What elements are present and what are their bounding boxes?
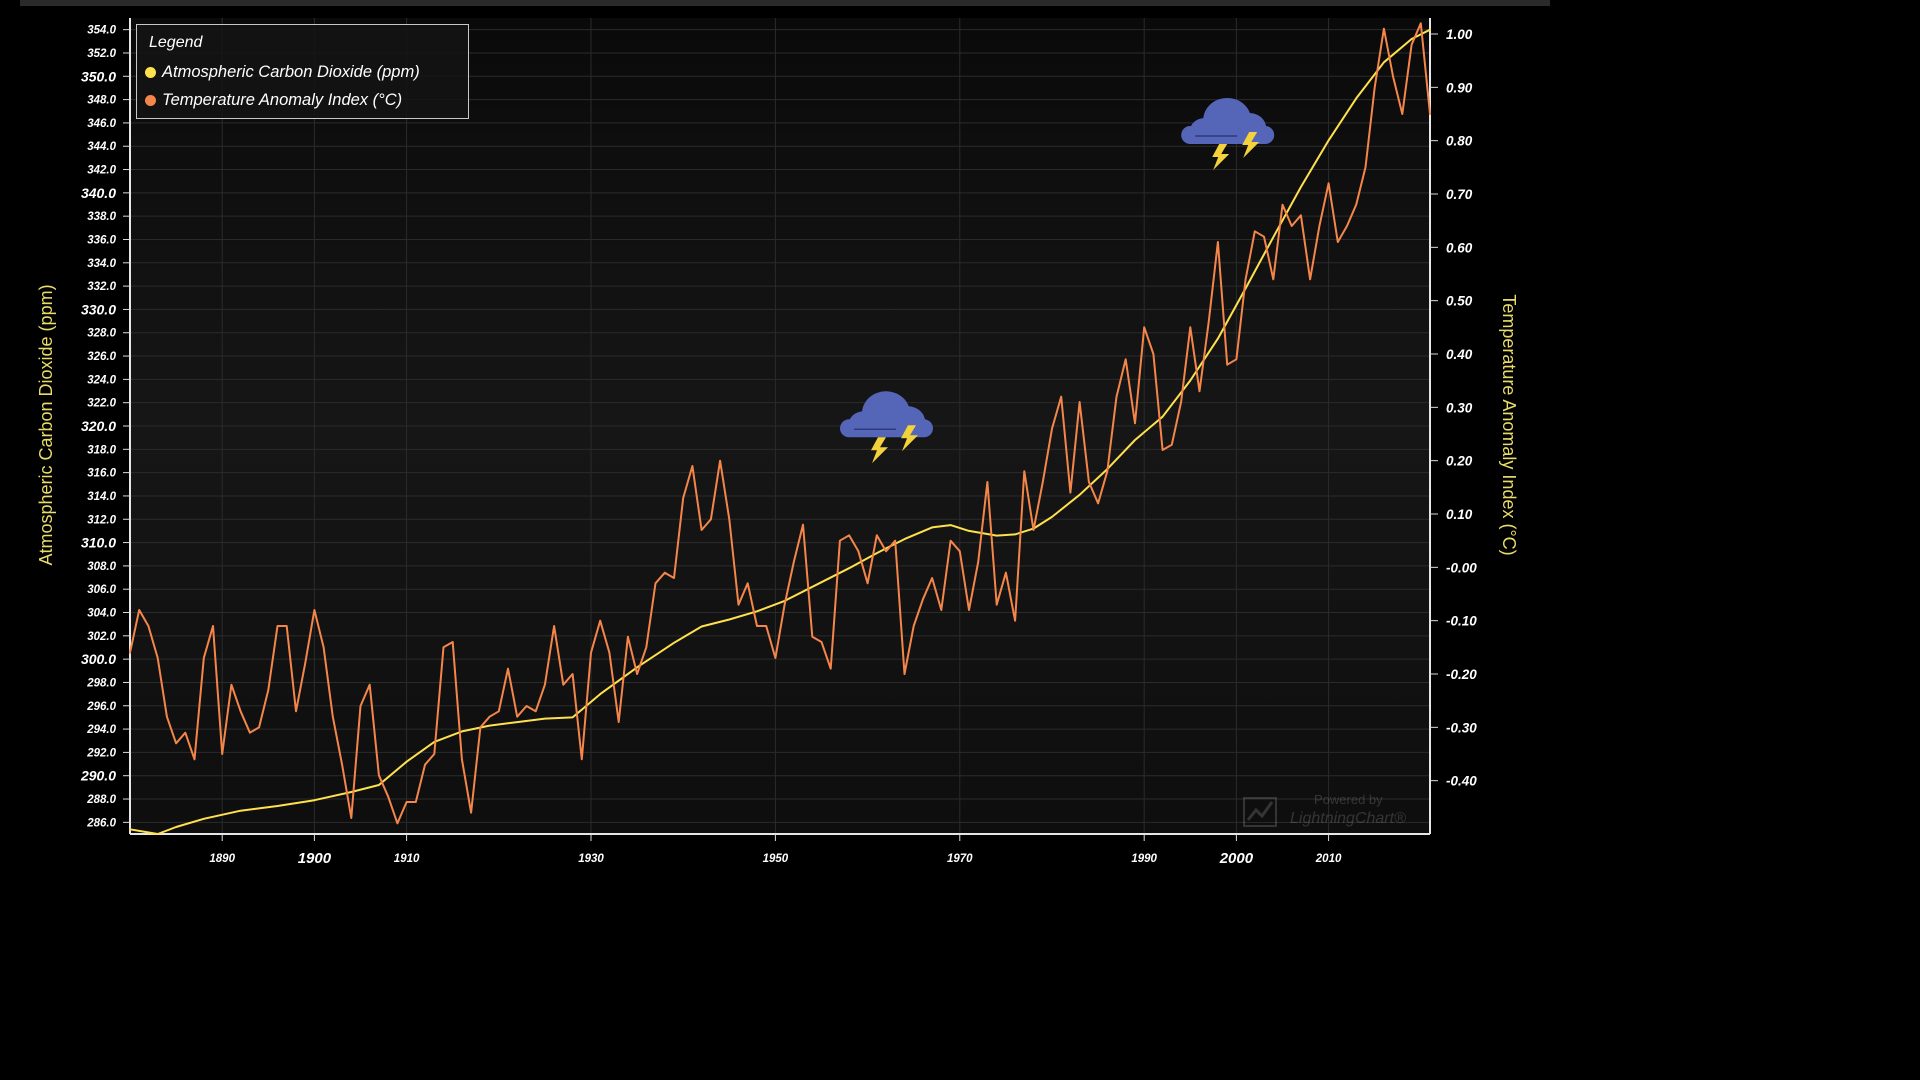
annotations [840, 98, 1275, 464]
left-tick-label: 300.0 [81, 651, 116, 667]
legend-label-co2: Atmospheric Carbon Dioxide (ppm) [162, 62, 420, 81]
x-tick-label: 1950 [763, 853, 789, 865]
left-tick-label: 310.0 [81, 535, 116, 551]
lightning-bolt-icon [901, 425, 918, 452]
left-tick-label: 332.0 [87, 281, 116, 293]
cloud-base [1181, 126, 1275, 144]
lightningchart-logo-icon [1243, 797, 1277, 827]
x-tick-label: 1990 [1131, 853, 1157, 865]
legend[interactable]: Legend Atmospheric Carbon Dioxide (ppm) … [136, 24, 469, 119]
storm-cloud-icon [840, 391, 933, 464]
left-tick-label: 292.0 [86, 747, 116, 759]
right-tick-label: 1.00 [1446, 27, 1473, 42]
left-tick-label: 286.0 [86, 817, 116, 829]
right-tick-label: 0.50 [1446, 294, 1473, 309]
right-tick-label: 0.90 [1446, 80, 1473, 95]
right-tick-label: -0.40 [1446, 774, 1477, 789]
right-axis-ticks: 1.00 0.90 0.80 0.70 0.60 0.50 0.40 0.30 0.20 0.10… [1430, 27, 1477, 789]
right-tick-label: -0.20 [1446, 667, 1477, 682]
x-tick-label: 1900 [298, 850, 332, 867]
left-tick-label: 330.0 [81, 301, 116, 317]
x-axis-ticks: 1890 1900 1910 1930 1950 1970 1990 2000 2010 [209, 834, 1342, 867]
left-tick-label: 308.0 [87, 561, 116, 573]
y-axis-left-title: Atmospheric Carbon Dioxide (ppm) [36, 284, 56, 565]
lightning-bolt-icon [1242, 132, 1260, 158]
window-top-bar [20, 0, 1550, 6]
right-tick-label: 0.70 [1446, 187, 1473, 202]
left-tick-label: 316.0 [87, 468, 116, 480]
chart-stage: 354.0 352.0 350.0 348.0 346.0 344.0 342.0 340.0… [0, 0, 1568, 882]
legend-title: Legend [149, 34, 203, 51]
x-tick-label: 1910 [394, 853, 420, 865]
right-tick-label: 0.20 [1446, 454, 1473, 469]
left-tick-label: 324.0 [87, 374, 116, 386]
right-tick-label: 0.80 [1446, 134, 1473, 149]
legend-item-temperature[interactable]: Temperature Anomaly Index (°C) [145, 89, 402, 111]
x-tick-label: 1970 [947, 853, 973, 865]
left-tick-label: 294.0 [86, 724, 116, 736]
left-tick-label: 346.0 [87, 118, 116, 130]
left-tick-label: 304.0 [87, 608, 116, 620]
left-tick-label: 336.0 [87, 234, 116, 246]
left-tick-label: 352.0 [87, 48, 116, 60]
series-lines [129, 22, 1431, 835]
left-tick-label: 298.0 [86, 677, 116, 689]
lightningchart-watermark: Powered by LightningChart® [1240, 790, 1430, 834]
right-tick-label: 0.30 [1446, 400, 1473, 415]
left-tick-label: 350.0 [81, 68, 116, 84]
left-tick-label: 338.0 [87, 211, 116, 223]
left-tick-label: 348.0 [87, 95, 116, 107]
left-tick-label: 288.0 [86, 794, 116, 806]
lightning-bolt-icon [871, 437, 888, 464]
left-tick-label: 328.0 [87, 328, 116, 340]
left-tick-label: 290.0 [80, 768, 116, 784]
left-tick-label: 312.0 [87, 514, 116, 526]
series-line-temperature [129, 22, 1431, 825]
cloud-base [840, 419, 933, 438]
y-axis-right-title: Temperature Anomaly Index (°C) [1499, 294, 1519, 555]
chart-svg[interactable]: 354.0 352.0 350.0 348.0 346.0 344.0 342.0 340.0… [0, 0, 1568, 882]
right-tick-label: -0.30 [1446, 720, 1477, 735]
left-tick-label: 322.0 [87, 398, 116, 410]
left-tick-label: 320.0 [81, 418, 116, 434]
storm-cloud-icon [1181, 98, 1275, 170]
x-tick-label: 2000 [1219, 850, 1254, 867]
left-tick-label: 306.0 [87, 584, 116, 596]
legend-label-temperature: Temperature Anomaly Index (°C) [162, 90, 403, 109]
series-line-co2 [129, 28, 1431, 835]
right-tick-label: 0.10 [1446, 507, 1473, 522]
legend-item-co2[interactable]: Atmospheric Carbon Dioxide (ppm) [145, 61, 420, 83]
x-tick-label: 2010 [1315, 853, 1342, 865]
left-tick-label: 340.0 [81, 185, 116, 201]
left-tick-label: 296.0 [86, 701, 116, 713]
grid-lines [130, 18, 1430, 834]
right-tick-label: 0.40 [1446, 347, 1473, 362]
legend-marker-temperature [145, 94, 156, 106]
left-tick-label: 342.0 [87, 165, 116, 177]
left-tick-label: 326.0 [87, 351, 116, 363]
right-tick-label: 0.60 [1446, 240, 1473, 255]
left-tick-label: 354.0 [87, 25, 116, 37]
left-tick-label: 344.0 [87, 141, 116, 153]
lightning-bolt-icon [1212, 144, 1230, 170]
legend-marker-co2 [145, 66, 156, 78]
watermark-powered-by: Powered by [1314, 792, 1383, 807]
left-tick-label: 302.0 [87, 631, 116, 643]
left-axis-ticks: 354.0 352.0 350.0 348.0 346.0 344.0 342.0 340.0… [80, 25, 130, 829]
left-tick-label: 314.0 [87, 491, 116, 503]
left-tick-label: 318.0 [87, 444, 116, 456]
right-tick-label: -0.10 [1446, 614, 1477, 629]
x-tick-label: 1930 [578, 853, 604, 865]
right-tick-label: -0.00 [1446, 560, 1477, 575]
watermark-brand: LightningChart® [1290, 810, 1406, 827]
x-tick-label: 1890 [209, 853, 235, 865]
left-tick-label: 334.0 [87, 258, 116, 270]
